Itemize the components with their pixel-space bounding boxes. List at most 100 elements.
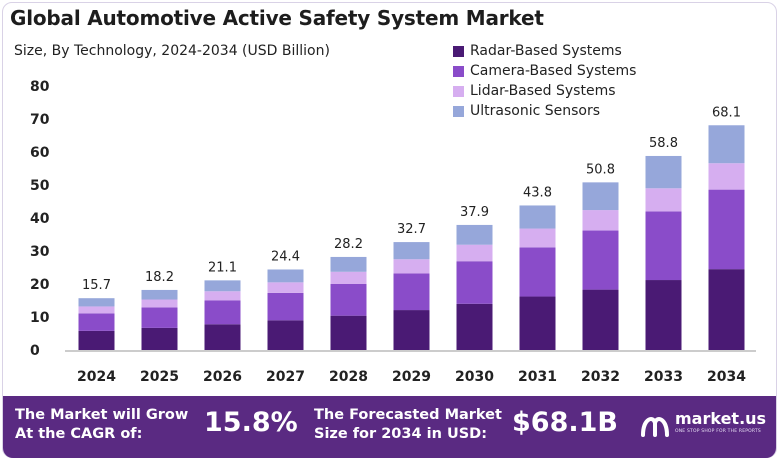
bar-segment-ultrasonic-sensors	[204, 280, 241, 292]
forecast-label-line1: The Forecasted Market	[314, 407, 502, 423]
bar-segment-radar-based-systems	[78, 330, 115, 350]
x-tick-label: 2027	[266, 369, 305, 385]
chart-subtitle: Size, By Technology, 2024-2034 (USD Bill…	[14, 43, 330, 59]
bar-segment-ultrasonic-sensors	[708, 125, 745, 164]
x-tick-label: 2031	[518, 369, 557, 385]
bar-total-label: 15.7	[82, 278, 111, 293]
y-tick-label: 60	[30, 145, 50, 161]
stacked-bar-chart: 0102030405060708015.7202418.2202521.1202…	[30, 79, 756, 385]
y-tick-label: 40	[30, 211, 50, 227]
legend-item-ultrasonic: Ultrasonic Sensors	[453, 101, 636, 121]
bar-segment-camera-based-systems	[645, 211, 682, 281]
market-us-logo-text: market.us	[675, 409, 767, 428]
bar-segment-radar-based-systems	[708, 269, 745, 350]
legend-swatch-lidar	[453, 85, 464, 97]
bar-segment-camera-based-systems	[78, 313, 115, 331]
x-tick-label: 2024	[77, 369, 116, 385]
bar-segment-camera-based-systems	[519, 247, 556, 297]
legend-label-lidar: Lidar-Based Systems	[470, 83, 616, 99]
bar-segment-camera-based-systems	[456, 261, 493, 304]
bar-total-label: 32.7	[397, 222, 426, 237]
bar-segment-camera-based-systems	[708, 189, 745, 270]
bar-total-label: 43.8	[523, 185, 552, 200]
x-tick-label: 2034	[707, 369, 746, 385]
y-tick-label: 20	[30, 277, 50, 293]
legend-item-radar: Radar-Based Systems	[453, 41, 636, 61]
legend-swatch-ultrasonic	[453, 105, 464, 117]
y-tick-label: 50	[30, 178, 50, 194]
y-tick-label: 30	[30, 244, 50, 260]
bar-segment-camera-based-systems	[141, 307, 178, 328]
bar-total-label: 24.4	[271, 249, 300, 264]
bar-total-label: 28.2	[334, 237, 363, 252]
legend-label-camera: Camera-Based Systems	[470, 63, 637, 79]
bar-segment-lidar-based-systems	[204, 291, 241, 301]
bar-segment-lidar-based-systems	[330, 271, 367, 284]
y-tick-label: 70	[30, 112, 50, 128]
bar-segment-lidar-based-systems	[141, 299, 178, 308]
x-tick-label: 2026	[203, 369, 242, 385]
bar-segment-camera-based-systems	[267, 292, 304, 321]
x-tick-label: 2030	[455, 369, 494, 385]
bar-segment-camera-based-systems	[204, 300, 241, 325]
bar-segment-ultrasonic-sensors	[645, 155, 682, 189]
legend-swatch-radar	[453, 45, 464, 57]
market-us-logo-icon	[641, 417, 669, 437]
bar-segment-radar-based-systems	[582, 289, 619, 350]
x-tick-label: 2032	[581, 369, 620, 385]
bar-segment-lidar-based-systems	[708, 163, 745, 190]
bar-total-label: 21.1	[208, 260, 237, 275]
x-tick-label: 2033	[644, 369, 683, 385]
x-tick-label: 2029	[392, 369, 431, 385]
x-tick-label: 2028	[329, 369, 368, 385]
bar-segment-lidar-based-systems	[267, 282, 304, 293]
bar-segment-ultrasonic-sensors	[330, 256, 367, 272]
legend-label-ultrasonic: Ultrasonic Sensors	[470, 103, 601, 119]
bar-segment-lidar-based-systems	[78, 306, 115, 314]
bar-segment-ultrasonic-sensors	[393, 242, 430, 260]
bar-segment-lidar-based-systems	[393, 259, 430, 274]
bar-total-label: 18.2	[145, 270, 174, 285]
legend-item-lidar: Lidar-Based Systems	[453, 81, 636, 101]
cagr-label: The Market will Grow At the CAGR of:	[15, 406, 188, 444]
bar-segment-radar-based-systems	[204, 324, 241, 350]
bar-total-label: 37.9	[460, 205, 489, 220]
bar-segment-camera-based-systems	[330, 284, 367, 316]
bar-segment-lidar-based-systems	[645, 188, 682, 212]
bar-total-label: 50.8	[586, 162, 615, 177]
bar-segment-radar-based-systems	[330, 315, 367, 350]
bar-total-label: 58.8	[649, 136, 678, 151]
bar-total-label: 68.1	[712, 105, 741, 120]
bar-segment-radar-based-systems	[645, 280, 682, 350]
bar-segment-ultrasonic-sensors	[519, 205, 556, 229]
bar-segment-ultrasonic-sensors	[78, 298, 115, 307]
forecast-label: The Forecasted Market Size for 2034 in U…	[314, 406, 502, 444]
cagr-value: 15.8%	[204, 407, 298, 438]
bar-segment-lidar-based-systems	[582, 210, 619, 231]
bar-segment-ultrasonic-sensors	[456, 224, 493, 245]
x-tick-label: 2025	[140, 369, 179, 385]
summary-banner: The Market will Grow At the CAGR of: 15.…	[3, 396, 776, 458]
bar-segment-camera-based-systems	[393, 273, 430, 311]
legend-item-camera: Camera-Based Systems	[453, 61, 636, 81]
y-tick-label: 0	[30, 343, 40, 359]
bar-segment-lidar-based-systems	[456, 244, 493, 262]
legend-label-radar: Radar-Based Systems	[470, 43, 622, 59]
bar-segment-ultrasonic-sensors	[582, 182, 619, 211]
bar-segment-ultrasonic-sensors	[141, 289, 178, 300]
bar-segment-camera-based-systems	[582, 230, 619, 290]
bar-segment-radar-based-systems	[393, 310, 430, 350]
y-tick-label: 80	[30, 79, 50, 95]
bar-segment-ultrasonic-sensors	[267, 269, 304, 283]
cagr-label-line1: The Market will Grow	[15, 407, 189, 423]
forecast-value: $68.1B	[512, 407, 618, 438]
y-tick-label: 10	[30, 310, 50, 326]
bar-segment-radar-based-systems	[519, 296, 556, 350]
chart-title: Global Automotive Active Safety System M…	[10, 6, 544, 30]
bar-segment-radar-based-systems	[141, 327, 178, 350]
chart-legend: Radar-Based Systems Camera-Based Systems…	[453, 41, 636, 121]
bar-segment-radar-based-systems	[267, 320, 304, 350]
legend-swatch-camera	[453, 65, 464, 77]
market-us-logo-tagline: ONE STOP SHOP FOR THE REPORTS	[675, 429, 761, 434]
forecast-label-line2: Size for 2034 in USD:	[314, 426, 488, 442]
